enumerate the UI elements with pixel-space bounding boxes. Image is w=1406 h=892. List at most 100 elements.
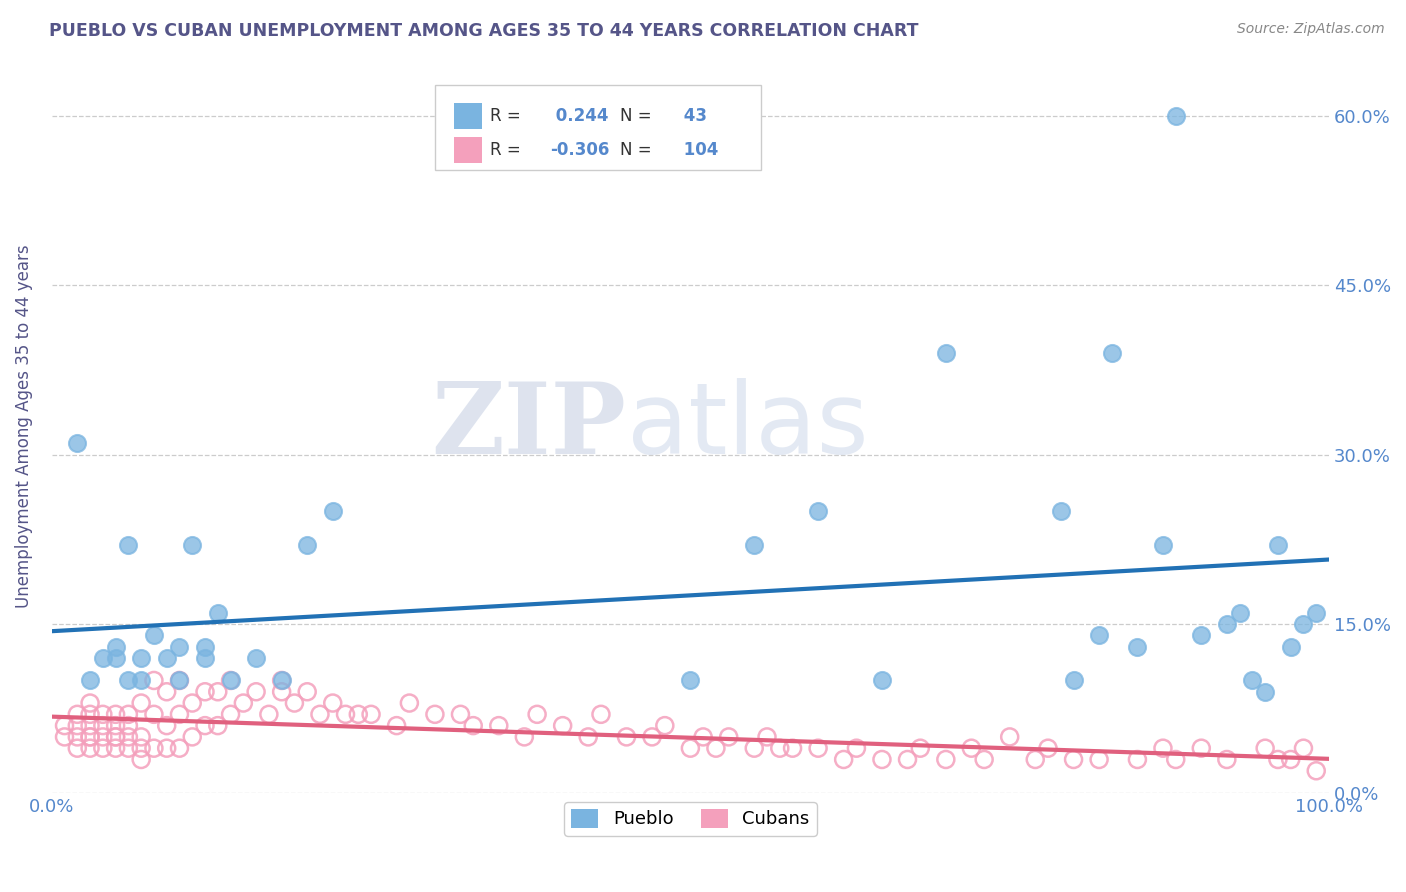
Point bbox=[1216, 617, 1239, 632]
Point bbox=[270, 685, 292, 699]
Point bbox=[219, 707, 242, 722]
Point bbox=[845, 741, 868, 756]
Point bbox=[194, 718, 217, 732]
Point bbox=[53, 718, 76, 732]
Point bbox=[232, 696, 254, 710]
Point bbox=[207, 685, 229, 699]
Point bbox=[1126, 752, 1149, 766]
Point bbox=[998, 730, 1021, 744]
Point bbox=[117, 707, 139, 722]
Point bbox=[1126, 640, 1149, 654]
Point bbox=[156, 685, 179, 699]
Legend: Pueblo, Cubans: Pueblo, Cubans bbox=[564, 802, 817, 836]
Point bbox=[91, 718, 114, 732]
Point bbox=[169, 673, 191, 688]
Point bbox=[641, 730, 664, 744]
Bar bbox=[454, 136, 482, 163]
Point bbox=[450, 707, 472, 722]
Point bbox=[295, 685, 318, 699]
Point bbox=[129, 752, 152, 766]
Point bbox=[79, 673, 101, 688]
Text: R =: R = bbox=[489, 107, 520, 125]
Point bbox=[1267, 538, 1289, 552]
Point bbox=[91, 730, 114, 744]
Point bbox=[742, 538, 765, 552]
Point bbox=[526, 707, 548, 722]
Point bbox=[104, 730, 127, 744]
Point bbox=[1279, 752, 1302, 766]
Point bbox=[1292, 617, 1315, 632]
Point bbox=[91, 707, 114, 722]
Point bbox=[169, 741, 191, 756]
Point bbox=[79, 741, 101, 756]
Point bbox=[1164, 109, 1187, 123]
Point bbox=[245, 651, 267, 665]
Point bbox=[654, 718, 676, 732]
Point bbox=[79, 730, 101, 744]
Point bbox=[169, 707, 191, 722]
Point bbox=[870, 752, 893, 766]
Point bbox=[1305, 606, 1327, 620]
Point bbox=[322, 696, 344, 710]
Point bbox=[335, 707, 357, 722]
Point bbox=[156, 741, 179, 756]
Point bbox=[347, 707, 370, 722]
Point bbox=[129, 673, 152, 688]
Y-axis label: Unemployment Among Ages 35 to 44 years: Unemployment Among Ages 35 to 44 years bbox=[15, 244, 32, 608]
Text: 104: 104 bbox=[678, 141, 718, 159]
Point bbox=[79, 707, 101, 722]
Point bbox=[1024, 752, 1046, 766]
Point bbox=[142, 673, 165, 688]
Point bbox=[156, 718, 179, 732]
Point bbox=[142, 741, 165, 756]
Point bbox=[104, 718, 127, 732]
Point bbox=[1292, 741, 1315, 756]
Point bbox=[488, 718, 510, 732]
Point bbox=[896, 752, 918, 766]
Point bbox=[616, 730, 638, 744]
Point bbox=[1152, 741, 1174, 756]
Point bbox=[1267, 752, 1289, 766]
Point bbox=[385, 718, 408, 732]
Point bbox=[66, 718, 89, 732]
Point bbox=[679, 673, 702, 688]
Point bbox=[782, 741, 804, 756]
Text: atlas: atlas bbox=[627, 378, 868, 475]
Point bbox=[91, 741, 114, 756]
Point bbox=[1216, 752, 1239, 766]
Point bbox=[769, 741, 792, 756]
Point bbox=[1063, 673, 1085, 688]
Point bbox=[463, 718, 485, 732]
Point bbox=[1049, 504, 1071, 518]
Point bbox=[692, 730, 714, 744]
Point bbox=[576, 730, 599, 744]
Point bbox=[1101, 346, 1123, 360]
Point bbox=[181, 730, 204, 744]
Point bbox=[807, 504, 830, 518]
Point bbox=[756, 730, 779, 744]
Point bbox=[742, 741, 765, 756]
Bar bbox=[454, 103, 482, 129]
Point bbox=[79, 696, 101, 710]
Text: -0.306: -0.306 bbox=[550, 141, 609, 159]
Point bbox=[194, 640, 217, 654]
Point bbox=[117, 730, 139, 744]
Point bbox=[104, 741, 127, 756]
Point bbox=[194, 651, 217, 665]
Point bbox=[973, 752, 995, 766]
Point bbox=[1305, 764, 1327, 778]
Point bbox=[66, 730, 89, 744]
Text: ZIP: ZIP bbox=[432, 378, 627, 475]
Text: Source: ZipAtlas.com: Source: ZipAtlas.com bbox=[1237, 22, 1385, 37]
Point bbox=[551, 718, 574, 732]
Point bbox=[129, 730, 152, 744]
Point bbox=[679, 741, 702, 756]
Point bbox=[117, 538, 139, 552]
Point bbox=[309, 707, 332, 722]
Point bbox=[960, 741, 983, 756]
Point bbox=[117, 741, 139, 756]
Text: 0.244: 0.244 bbox=[550, 107, 609, 125]
Point bbox=[207, 718, 229, 732]
Point bbox=[1189, 741, 1212, 756]
Point bbox=[295, 538, 318, 552]
